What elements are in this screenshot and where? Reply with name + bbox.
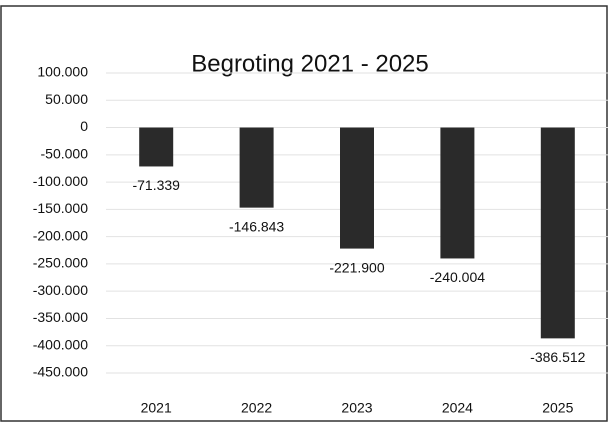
y-tick-label: -350.000 <box>33 309 88 325</box>
y-tick-label: -250.000 <box>33 255 88 271</box>
y-tick-label: -50.000 <box>41 146 89 162</box>
y-tick-label: -200.000 <box>33 227 88 243</box>
bar <box>540 127 575 339</box>
bar <box>440 127 475 259</box>
y-tick-label: -100.000 <box>33 173 88 189</box>
chart-frame <box>0 5 608 422</box>
data-label: -240.004 <box>430 269 485 285</box>
y-tick-label: -450.000 <box>33 364 88 380</box>
data-label: -386.512 <box>530 349 585 365</box>
data-label: -146.843 <box>229 218 284 234</box>
data-label: -221.900 <box>329 259 384 275</box>
y-tick-label: -150.000 <box>33 200 88 216</box>
x-tick-label: 2024 <box>442 400 473 416</box>
y-tick-label: 0 <box>80 118 88 134</box>
bar <box>239 127 274 208</box>
y-tick-label: -400.000 <box>33 336 88 352</box>
x-tick-label: 2023 <box>341 400 372 416</box>
y-tick-label: 100.000 <box>37 64 88 80</box>
x-tick-label: 2021 <box>141 400 172 416</box>
y-tick-label: 50.000 <box>45 91 88 107</box>
x-tick-label: 2025 <box>542 400 573 416</box>
data-label: -71.339 <box>132 177 180 193</box>
y-tick-label: -300.000 <box>33 282 88 298</box>
bar <box>139 127 174 167</box>
x-tick-label: 2022 <box>241 400 272 416</box>
bar <box>340 127 374 249</box>
